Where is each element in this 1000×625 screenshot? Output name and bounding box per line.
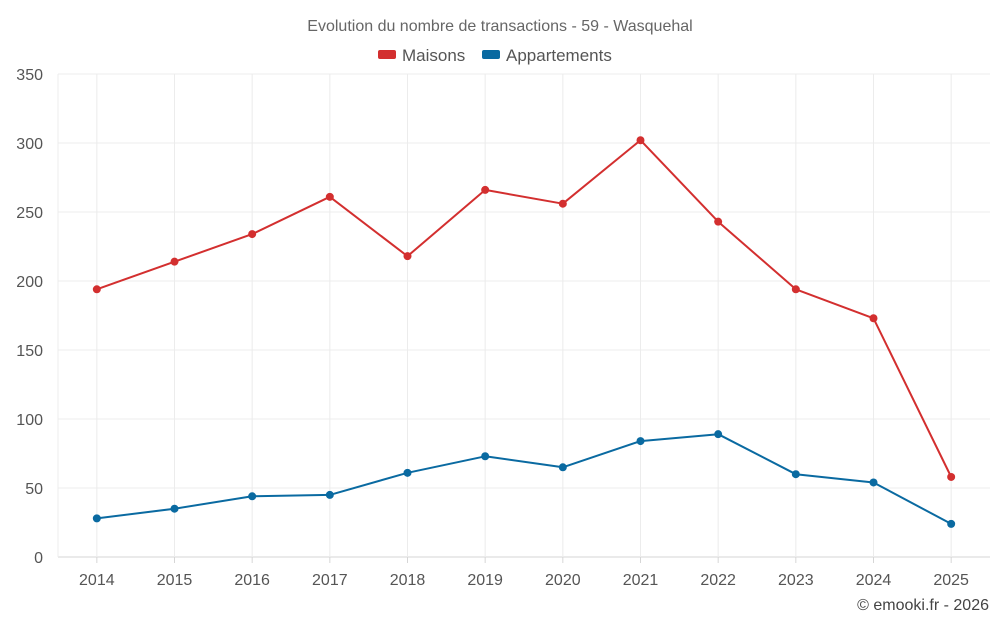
x-tick-label: 2016 bbox=[234, 572, 270, 589]
x-axis-ticks: 2014 2015 2016 2017 2018 2019 2020 2021 2022 2023… bbox=[79, 572, 969, 589]
y-tick-label: 250 bbox=[16, 205, 43, 222]
y-tick-label: 100 bbox=[16, 412, 43, 429]
x-tick-label: 2019 bbox=[467, 572, 503, 589]
y-tick-label: 150 bbox=[16, 343, 43, 360]
legend-label-appartements: Appartements bbox=[506, 46, 612, 65]
legend: Maisons Appartements bbox=[378, 46, 612, 65]
y-tick-label: 50 bbox=[25, 481, 43, 498]
data-point-maisons-2022[interactable] bbox=[714, 217, 723, 226]
credit-text: © emooki.fr - 2026 bbox=[857, 597, 989, 614]
data-point-appartements-2019[interactable] bbox=[481, 452, 490, 461]
data-point-maisons-2014[interactable] bbox=[92, 285, 101, 294]
data-point-appartements-2025[interactable] bbox=[947, 519, 956, 528]
data-point-maisons-2024[interactable] bbox=[869, 314, 878, 323]
data-point-appartements-2022[interactable] bbox=[714, 430, 723, 439]
series bbox=[92, 136, 956, 528]
y-tick-label: 300 bbox=[16, 136, 43, 153]
data-point-appartements-2024[interactable] bbox=[869, 478, 878, 487]
x-tick-label: 2025 bbox=[933, 572, 969, 589]
data-point-maisons-2015[interactable] bbox=[170, 257, 179, 266]
data-point-maisons-2018[interactable] bbox=[403, 252, 412, 261]
data-point-appartements-2021[interactable] bbox=[636, 437, 645, 446]
x-tick-label: 2022 bbox=[700, 572, 736, 589]
data-point-maisons-2019[interactable] bbox=[481, 185, 490, 194]
data-point-appartements-2016[interactable] bbox=[248, 492, 257, 501]
x-tick-label: 2015 bbox=[157, 572, 193, 589]
x-tick-label: 2018 bbox=[390, 572, 426, 589]
grid bbox=[57, 73, 990, 563]
data-point-appartements-2023[interactable] bbox=[791, 470, 800, 479]
series-line-maisons bbox=[96, 139, 953, 478]
x-tick-label: 2017 bbox=[312, 572, 348, 589]
data-point-appartements-2015[interactable] bbox=[170, 504, 179, 513]
legend-label-maisons: Maisons bbox=[402, 46, 465, 65]
x-tick-label: 2024 bbox=[856, 572, 892, 589]
data-point-maisons-2017[interactable] bbox=[325, 192, 334, 201]
data-point-maisons-2021[interactable] bbox=[636, 136, 645, 145]
data-point-appartements-2017[interactable] bbox=[325, 490, 334, 499]
y-tick-label: 350 bbox=[16, 67, 43, 84]
data-point-maisons-2016[interactable] bbox=[248, 230, 257, 239]
data-point-appartements-2014[interactable] bbox=[92, 514, 101, 523]
data-point-maisons-2023[interactable] bbox=[791, 285, 800, 294]
data-point-appartements-2020[interactable] bbox=[558, 463, 567, 472]
data-point-maisons-2025[interactable] bbox=[947, 472, 956, 481]
legend-item-maisons[interactable]: Maisons bbox=[378, 46, 465, 65]
data-point-appartements-2018[interactable] bbox=[403, 468, 412, 477]
y-tick-label: 200 bbox=[16, 274, 43, 291]
y-axis-ticks: 0 50 100 150 200 250 300 350 bbox=[16, 67, 43, 567]
x-tick-label: 2021 bbox=[623, 572, 659, 589]
y-tick-label: 0 bbox=[34, 550, 43, 567]
legend-item-appartements[interactable]: Appartements bbox=[482, 46, 612, 65]
data-point-maisons-2020[interactable] bbox=[558, 199, 567, 208]
legend-swatch-appartements bbox=[482, 50, 500, 59]
x-tick-label: 2020 bbox=[545, 572, 581, 589]
series-line-appartements bbox=[96, 433, 952, 525]
x-tick-label: 2023 bbox=[778, 572, 814, 589]
x-tick-label: 2014 bbox=[79, 572, 115, 589]
chart-title: Evolution du nombre de transactions - 59… bbox=[307, 18, 692, 35]
legend-swatch-maisons bbox=[378, 50, 396, 59]
